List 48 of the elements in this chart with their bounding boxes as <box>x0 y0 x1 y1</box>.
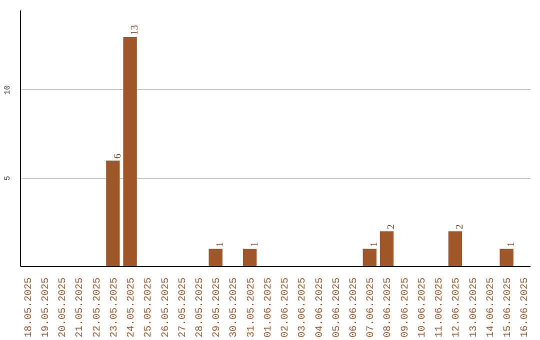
data-label: 2 <box>386 224 398 230</box>
data-label: 1 <box>369 242 380 247</box>
x-tick-label: 14.06.2025 <box>486 277 497 338</box>
data-label: 1 <box>249 242 260 247</box>
x-tick-label: 05.06.2025 <box>332 277 343 338</box>
bar <box>448 231 462 266</box>
data-label: 2 <box>454 224 466 230</box>
x-tick-label: 25.05.2025 <box>144 277 155 338</box>
bar <box>362 248 376 266</box>
x-tick-label: 11.06.2025 <box>434 277 446 338</box>
x-tick-label: 06.06.2025 <box>349 277 360 338</box>
x-tick-label: 26.05.2025 <box>160 277 172 338</box>
x-tick-label: 18.05.2025 <box>24 277 35 338</box>
bar <box>500 248 514 266</box>
data-label: 6 <box>112 154 124 159</box>
y-tick-label: 5 <box>4 176 12 181</box>
x-tick-label: 22.05.2025 <box>92 277 104 338</box>
x-tick-label: 04.06.2025 <box>314 277 326 338</box>
bar <box>380 231 394 266</box>
bar <box>208 248 222 266</box>
x-tick-label: 19.05.2025 <box>40 277 52 338</box>
data-label: 1 <box>215 242 226 247</box>
x-tick-label: 01.06.2025 <box>263 277 274 338</box>
x-tick-label: 09.06.2025 <box>400 277 412 338</box>
x-tick-label: 29.05.2025 <box>212 277 224 338</box>
data-label: 1 <box>506 242 518 247</box>
x-tick-label: 12.06.2025 <box>452 277 463 338</box>
bar <box>106 160 120 266</box>
x-tick-label: 07.06.2025 <box>366 277 378 338</box>
x-tick-label: 28.05.2025 <box>194 277 206 338</box>
x-tick-label: 21.05.2025 <box>75 277 86 338</box>
x-tick-label: 02.06.2025 <box>280 277 292 338</box>
x-tick-label: 03.06.2025 <box>298 277 309 338</box>
x-tick-label: 24.05.2025 <box>126 277 138 338</box>
x-tick-label: 30.05.2025 <box>229 277 240 338</box>
bar <box>123 36 137 266</box>
x-tick-label: 16.06.2025 <box>520 277 532 338</box>
x-tick-label: 31.05.2025 <box>246 277 258 338</box>
x-tick-label: 27.05.2025 <box>178 277 189 338</box>
y-tick-label: 10 <box>4 84 12 95</box>
x-tick-label: 10.06.2025 <box>417 277 428 338</box>
x-tick-label: 08.06.2025 <box>383 277 394 338</box>
x-tick-label: 23.05.2025 <box>109 277 120 338</box>
x-tick-label: 13.06.2025 <box>468 277 480 338</box>
x-tick-label: 20.05.2025 <box>58 277 70 338</box>
data-label: 13 <box>130 24 141 35</box>
bar <box>242 248 257 266</box>
x-tick-label: 15.06.2025 <box>503 277 514 338</box>
